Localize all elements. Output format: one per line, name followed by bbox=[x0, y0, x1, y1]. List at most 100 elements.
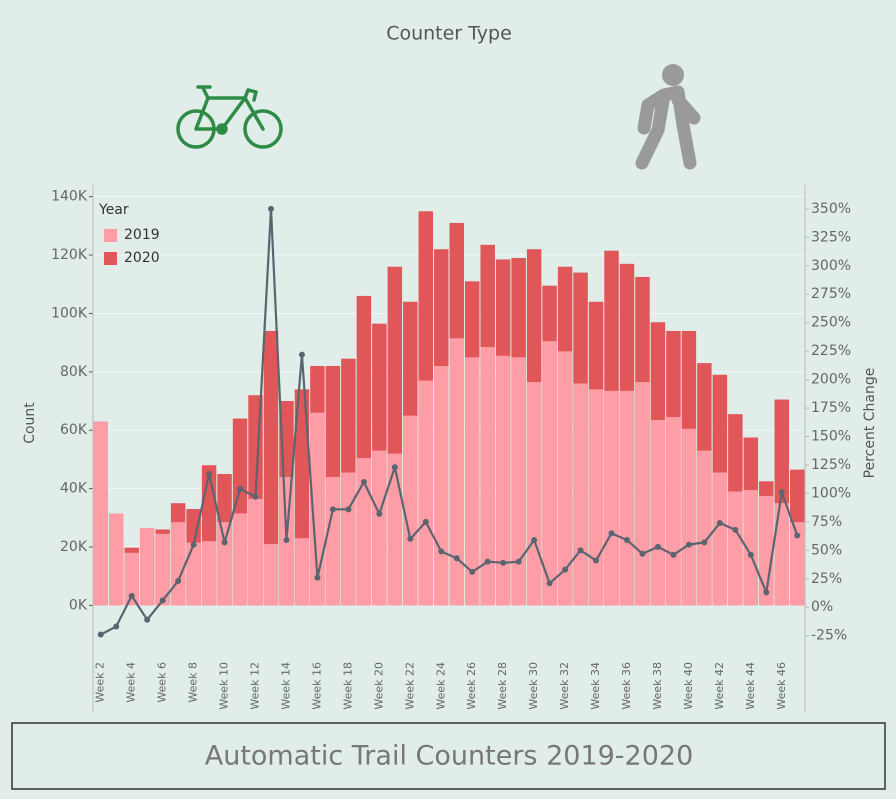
bar bbox=[155, 533, 170, 606]
y2-tick-label: 275% bbox=[811, 286, 851, 302]
bar bbox=[217, 522, 232, 606]
percent-point bbox=[190, 541, 197, 548]
percent-point bbox=[438, 548, 445, 555]
x-tick-label: Week 30 bbox=[527, 662, 540, 710]
percent-point bbox=[577, 547, 584, 554]
percent-point bbox=[531, 537, 538, 544]
bar bbox=[697, 450, 712, 606]
bar bbox=[356, 457, 372, 606]
y-tick-label: 140K bbox=[51, 189, 88, 205]
percent-point bbox=[500, 559, 507, 566]
percent-point bbox=[407, 535, 414, 542]
percent-point bbox=[391, 464, 398, 471]
y2-tick-label: 250% bbox=[811, 315, 851, 331]
y2-tick-label: 225% bbox=[811, 343, 851, 359]
percent-point bbox=[206, 471, 213, 478]
x-tick-label: Week 28 bbox=[496, 662, 509, 710]
bar bbox=[604, 390, 619, 606]
x-tick-label: Week 8 bbox=[187, 662, 200, 703]
x-tick-label: Week 40 bbox=[682, 662, 695, 710]
x-tick-label: Week 14 bbox=[279, 662, 292, 710]
percent-point bbox=[778, 489, 785, 496]
bar bbox=[480, 347, 495, 606]
percent-point bbox=[175, 578, 182, 585]
y2-tick-label: 350% bbox=[811, 201, 851, 217]
percent-point bbox=[469, 568, 476, 575]
bar bbox=[263, 330, 279, 606]
x-tick-label: Week 10 bbox=[218, 662, 231, 710]
percent-point bbox=[654, 543, 661, 550]
x-tick-label: Week 46 bbox=[775, 662, 788, 710]
percent-point bbox=[593, 557, 600, 564]
bar bbox=[573, 383, 588, 606]
y-axis-label: Count bbox=[22, 402, 38, 444]
percent-point bbox=[144, 616, 151, 623]
y2-tick-label: 50% bbox=[811, 542, 842, 558]
bar bbox=[557, 351, 573, 606]
title-box bbox=[11, 722, 886, 790]
y2-tick-label: 175% bbox=[811, 400, 851, 416]
bar bbox=[248, 498, 263, 606]
x-tick-label: Week 4 bbox=[125, 662, 138, 703]
bar bbox=[325, 476, 341, 606]
percent-point bbox=[376, 510, 383, 517]
bar bbox=[387, 453, 403, 606]
bar bbox=[542, 341, 557, 606]
bar bbox=[449, 338, 464, 606]
bar bbox=[263, 544, 279, 606]
y2-tick-label: 100% bbox=[811, 485, 851, 501]
percent-point bbox=[113, 623, 120, 630]
bar bbox=[341, 472, 356, 606]
x-tick-label: Week 16 bbox=[310, 662, 323, 710]
bar bbox=[743, 490, 759, 606]
x-tick-label: Week 6 bbox=[156, 662, 169, 703]
y2-tick-label: 200% bbox=[811, 372, 851, 388]
x-tick-label: Week 20 bbox=[372, 662, 385, 710]
percent-point bbox=[345, 506, 352, 513]
percent-point bbox=[747, 551, 754, 558]
percent-point bbox=[732, 526, 739, 533]
bar bbox=[93, 421, 108, 606]
legend-label: 2019 bbox=[124, 227, 160, 243]
percent-point bbox=[685, 541, 692, 548]
percent-point bbox=[329, 506, 336, 513]
bar bbox=[170, 522, 186, 606]
bar bbox=[619, 390, 635, 606]
percent-line bbox=[100, 208, 799, 636]
percent-point bbox=[237, 485, 244, 492]
x-tick-label: Week 18 bbox=[341, 662, 354, 710]
bike-icon[interactable] bbox=[176, 85, 283, 149]
y2-tick-label: 0% bbox=[811, 599, 833, 615]
bar bbox=[464, 357, 480, 606]
percent-point bbox=[716, 519, 723, 526]
percent-point bbox=[298, 351, 305, 358]
percent-point bbox=[670, 551, 677, 558]
y2-tick-label: 25% bbox=[811, 571, 842, 587]
percent-point bbox=[763, 589, 770, 596]
y2-tick-label: 125% bbox=[811, 457, 851, 473]
x-tick-label: Week 44 bbox=[744, 662, 757, 710]
x-tick-label: Week 24 bbox=[434, 662, 447, 710]
bar bbox=[774, 503, 790, 606]
bar bbox=[526, 382, 542, 606]
x-tick-label: Week 12 bbox=[249, 662, 262, 710]
bar bbox=[759, 495, 774, 606]
legend-title: Year bbox=[98, 202, 129, 218]
y-tick-label: 20K bbox=[60, 539, 88, 555]
header: Counter Type bbox=[386, 23, 512, 45]
bar bbox=[294, 538, 310, 606]
percent-point bbox=[314, 574, 321, 581]
bar bbox=[434, 365, 449, 606]
chart-title: Automatic Trail Counters 2019-2020 bbox=[205, 741, 694, 772]
bar bbox=[666, 417, 681, 606]
pedestrian-icon[interactable] bbox=[635, 64, 701, 170]
bar bbox=[588, 389, 604, 606]
percent-point bbox=[453, 555, 460, 562]
bar bbox=[511, 357, 526, 606]
x-tick-label: Week 38 bbox=[651, 662, 664, 710]
y2-tick-label: 150% bbox=[811, 429, 851, 445]
y-tick-label: 80K bbox=[60, 364, 88, 380]
y-tick-label: 40K bbox=[60, 481, 88, 497]
percent-point bbox=[624, 537, 630, 544]
